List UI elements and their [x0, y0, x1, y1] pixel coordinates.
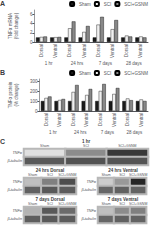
svg-text:Dorsal: Dorsal [125, 113, 130, 126]
svg-text:Dorsal: Dorsal [96, 44, 101, 57]
svg-text:SCI: SCI [47, 202, 53, 206]
svg-text:Sham: Sham [40, 144, 49, 148]
svg-text:C: C [0, 138, 5, 145]
svg-text:Ventral: Ventral [82, 44, 87, 58]
svg-text:SCI: SCI [119, 173, 125, 177]
svg-text:0: 0 [30, 40, 33, 45]
svg-text:Ventral: Ventral [112, 113, 117, 127]
svg-text:(% change): (% change) [14, 83, 19, 107]
svg-text:Dorsal: Dorsal [67, 44, 72, 57]
svg-text:SCI: SCI [104, 2, 112, 7]
svg-text:β-tubulin: β-tubulin [80, 188, 96, 192]
svg-text:SCI+GSNM: SCI+GSNM [124, 71, 148, 76]
svg-text:2: 2 [30, 30, 33, 35]
svg-text:28 days: 28 days [126, 61, 143, 66]
svg-text:1 hr: 1 hr [45, 61, 53, 66]
svg-text:Dorsal: Dorsal [98, 113, 103, 126]
svg-text:TNFα: TNFα [86, 180, 96, 184]
svg-text:24 hrs Dorsal: 24 hrs Dorsal [36, 168, 65, 173]
svg-text:Ventral: Ventral [138, 44, 143, 58]
svg-text:Ventral: Ventral [84, 113, 89, 127]
svg-text:B: B [0, 69, 5, 76]
svg-text:Dorsal: Dorsal [44, 113, 49, 126]
svg-text:Sham: Sham [28, 202, 37, 206]
svg-text:β-tubulin: β-tubulin [6, 159, 22, 163]
svg-text:SCI: SCI [83, 144, 89, 148]
svg-text:Sham: Sham [79, 2, 91, 7]
svg-text:SCI: SCI [47, 173, 53, 177]
svg-text:Sham: Sham [101, 173, 110, 177]
svg-text:SCI+GSNM: SCI+GSNM [129, 173, 147, 177]
svg-text:SCI+GSNM: SCI+GSNM [58, 173, 76, 177]
svg-text:Dorsal: Dorsal [71, 113, 76, 126]
svg-text:300: 300 [30, 79, 38, 84]
svg-text:(fold change): (fold change) [14, 12, 19, 39]
svg-text:TNFα: TNFα [12, 151, 22, 155]
svg-text:Ventral: Ventral [53, 44, 58, 58]
svg-text:Dorsal: Dorsal [39, 44, 44, 57]
svg-text:A: A [0, 0, 5, 7]
svg-text:TNFα: TNFα [12, 209, 22, 213]
svg-text:Ventral: Ventral [139, 113, 144, 127]
svg-text:TNFα: TNFα [86, 209, 96, 213]
svg-text:Dorsal: Dorsal [124, 44, 129, 57]
svg-text:TNFα protein: TNFα protein [8, 81, 13, 108]
svg-text:TNFα mRNA: TNFα mRNA [8, 13, 13, 39]
svg-text:Ventral: Ventral [110, 44, 115, 58]
svg-text:Sham: Sham [28, 173, 37, 177]
svg-text:4: 4 [30, 21, 33, 26]
svg-text:7 days: 7 days [101, 130, 115, 135]
svg-text:24 hrs Ventral: 24 hrs Ventral [108, 168, 138, 173]
svg-text:24 hrs: 24 hrs [71, 61, 84, 66]
svg-text:Sham: Sham [79, 71, 91, 76]
svg-text:100: 100 [30, 99, 38, 104]
svg-text:β-tubulin: β-tubulin [80, 217, 96, 221]
svg-text:6: 6 [30, 12, 33, 17]
svg-text:Ventral: Ventral [57, 113, 62, 127]
svg-text:β-tubulin: β-tubulin [6, 188, 22, 192]
svg-text:7 days Ventral: 7 days Ventral [108, 197, 138, 202]
svg-text:7 days: 7 days [99, 61, 113, 66]
svg-text:28 days: 28 days [127, 130, 144, 135]
svg-text:SCI+GSNM: SCI+GSNM [124, 2, 148, 7]
svg-text:Sham: Sham [101, 202, 110, 206]
svg-text:SCI+GSNM: SCI+GSNM [129, 202, 147, 206]
svg-text:200: 200 [30, 89, 38, 94]
svg-text:0: 0 [35, 109, 38, 114]
svg-text:TNFα: TNFα [12, 180, 22, 184]
svg-text:7 days Dorsal: 7 days Dorsal [35, 197, 64, 202]
svg-text:SCI+GSNM: SCI+GSNM [118, 144, 136, 148]
svg-text:SCI+GSNM: SCI+GSNM [58, 202, 76, 206]
svg-text:β-tubulin: β-tubulin [6, 217, 22, 221]
svg-text:1 hr: 1 hr [82, 139, 91, 144]
svg-text:SCI: SCI [119, 202, 125, 206]
svg-text:SCI: SCI [104, 71, 112, 76]
svg-text:24 hrs: 24 hrs [74, 130, 87, 135]
svg-text:1 hr: 1 hr [49, 130, 57, 135]
